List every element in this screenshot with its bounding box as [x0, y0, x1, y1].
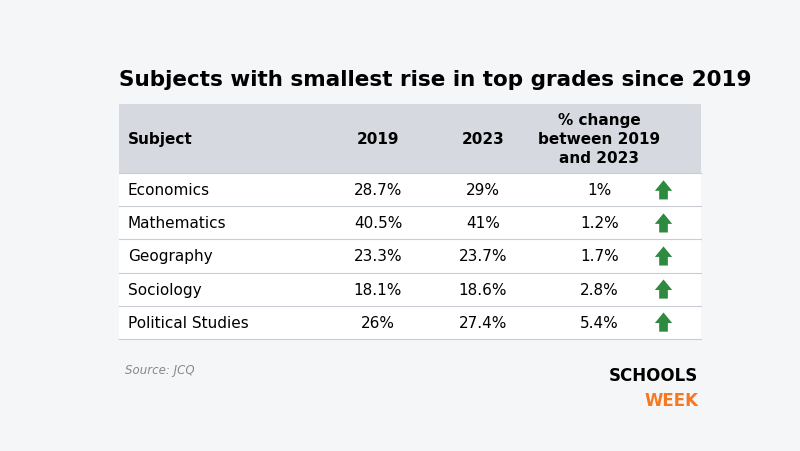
Text: 2.8%: 2.8% — [580, 282, 618, 297]
Text: Geography: Geography — [128, 249, 213, 264]
Bar — [118, 273, 702, 306]
Bar — [118, 174, 702, 207]
Bar — [118, 105, 702, 174]
Text: 1.2%: 1.2% — [580, 216, 618, 231]
Text: 5.4%: 5.4% — [580, 315, 618, 330]
Text: 23.7%: 23.7% — [458, 249, 507, 264]
Text: 1.7%: 1.7% — [580, 249, 618, 264]
Text: Mathematics: Mathematics — [128, 216, 226, 231]
Polygon shape — [655, 280, 672, 299]
Text: Political Studies: Political Studies — [128, 315, 249, 330]
Polygon shape — [655, 247, 672, 266]
Bar — [118, 207, 702, 240]
Text: 23.3%: 23.3% — [354, 249, 402, 264]
Text: 41%: 41% — [466, 216, 500, 231]
Text: SCHOOLS: SCHOOLS — [609, 367, 698, 385]
Text: 27.4%: 27.4% — [458, 315, 507, 330]
Text: Subjects with smallest rise in top grades since 2019: Subjects with smallest rise in top grade… — [118, 70, 751, 90]
Text: 28.7%: 28.7% — [354, 183, 402, 198]
Polygon shape — [655, 181, 672, 200]
Text: Sociology: Sociology — [128, 282, 202, 297]
Text: 26%: 26% — [361, 315, 395, 330]
Polygon shape — [655, 214, 672, 233]
Text: WEEK: WEEK — [644, 391, 698, 409]
Text: Subject: Subject — [128, 132, 193, 147]
Text: 40.5%: 40.5% — [354, 216, 402, 231]
Text: 29%: 29% — [466, 183, 500, 198]
Text: Economics: Economics — [128, 183, 210, 198]
Text: Source: JCQ: Source: JCQ — [125, 363, 194, 376]
Text: 1%: 1% — [587, 183, 611, 198]
Text: 2023: 2023 — [462, 132, 504, 147]
Polygon shape — [655, 313, 672, 332]
Text: 2019: 2019 — [357, 132, 399, 147]
Text: 18.6%: 18.6% — [458, 282, 507, 297]
Text: 18.1%: 18.1% — [354, 282, 402, 297]
Bar — [118, 240, 702, 273]
Bar — [118, 306, 702, 339]
Text: % change
between 2019
and 2023: % change between 2019 and 2023 — [538, 113, 661, 165]
